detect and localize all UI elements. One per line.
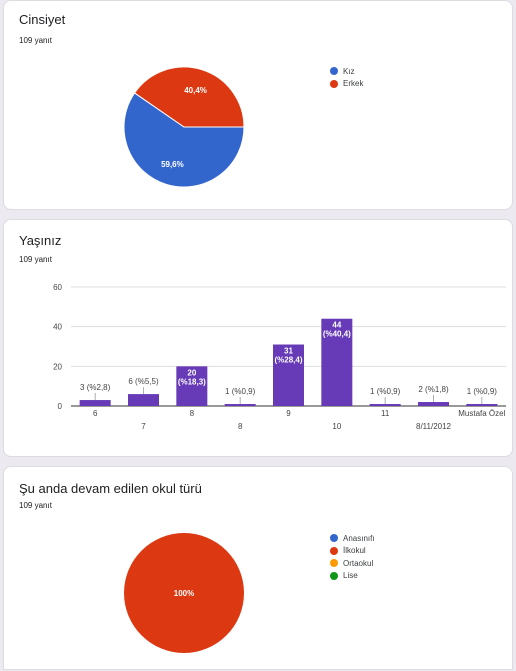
x-tick-label: 6 — [93, 409, 98, 418]
x-tick-label: 8 — [190, 409, 195, 418]
legend-item-lise[interactable]: Lise — [330, 570, 375, 583]
x-tick-label: 8 — [238, 422, 243, 431]
x-tick-label: Mustafa Özel — [458, 409, 505, 418]
bar[interactable] — [128, 394, 159, 406]
bar[interactable] — [321, 318, 353, 406]
bar-value-label: (%18,3) — [178, 377, 206, 386]
question-title: Yaşınız — [19, 233, 62, 248]
bar[interactable] — [176, 366, 208, 406]
x-tick-label: 10 — [332, 422, 341, 431]
legend-dot-erkek — [330, 79, 338, 88]
legend-item-erkek[interactable]: Erkek — [330, 78, 363, 91]
legend-dot — [330, 571, 338, 580]
legend-item-ilkokul[interactable]: İlkokul — [330, 545, 375, 558]
bar[interactable] — [369, 404, 401, 406]
legend-dot — [330, 559, 338, 568]
question-card-gender: Cinsiyet 109 yanıt 59,6% 40,4% Kız Erkek — [3, 0, 513, 210]
bar[interactable] — [418, 402, 449, 406]
bar[interactable] — [466, 404, 498, 406]
bar[interactable] — [79, 400, 111, 406]
pie-label-erkek: 40,4% — [184, 86, 207, 95]
bar-value-label: 1 (%0,9) — [225, 387, 256, 396]
y-tick-label: 0 — [58, 402, 63, 411]
pie-slice-kiz — [123, 92, 245, 188]
legend-label: Anasınıfı — [343, 533, 375, 543]
bar-value-label: (%28,4) — [274, 356, 302, 365]
y-tick-label: 60 — [53, 283, 62, 292]
bar-value-label: 6 (%5,5) — [128, 377, 159, 386]
question-title: Cinsiyet — [19, 12, 66, 27]
school-type-pie-chart: 100% — [124, 533, 244, 653]
legend-dot — [330, 546, 338, 555]
response-count: 109 yanıt — [19, 501, 52, 510]
gender-pie-chart: 59,6% 40,4% — [123, 66, 245, 188]
bar-value-label: 20 — [187, 368, 196, 377]
pie-label-kiz: 59,6% — [161, 160, 184, 169]
legend-label: Kız — [343, 66, 355, 76]
response-count: 109 yanıt — [19, 255, 52, 264]
question-card-school-type: Şu anda devam edilen okul türü 109 yanıt… — [3, 466, 513, 670]
legend-item-kiz[interactable]: Kız — [330, 65, 363, 78]
legend-item-ortaokul[interactable]: Ortaokul — [330, 557, 375, 570]
legend-label: Erkek — [343, 79, 364, 89]
bar-value-label: (%40,4) — [323, 330, 351, 339]
legend: Anasınıfı İlkokul Ortaokul Lise — [330, 532, 375, 582]
x-tick-label: 11 — [381, 409, 390, 418]
legend: Kız Erkek — [330, 65, 363, 90]
legend-label: Lise — [343, 571, 358, 581]
x-tick-label: 7 — [141, 422, 146, 431]
x-tick-label: 9 — [286, 409, 291, 418]
bar-value-label: 1 (%0,9) — [370, 387, 401, 396]
bar-value-label: 3 (%2,8) — [80, 383, 111, 392]
legend-label: Ortaokul — [343, 558, 374, 568]
pie-slice-erkek — [133, 66, 245, 128]
bar-value-label: 2 (%1,8) — [418, 385, 449, 394]
legend-item-anasinifi[interactable]: Anasınıfı — [330, 532, 375, 545]
bar-value-label: 31 — [284, 347, 293, 356]
y-tick-label: 40 — [53, 323, 62, 332]
bar-value-label: 1 (%0,9) — [467, 387, 498, 396]
response-count: 109 yanıt — [19, 36, 52, 45]
legend-dot — [330, 534, 338, 543]
legend-label: İlkokul — [343, 546, 366, 556]
question-title: Şu anda devam edilen okul türü — [19, 481, 202, 496]
bar[interactable] — [273, 344, 304, 406]
y-tick-label: 20 — [53, 362, 62, 371]
question-card-age: Yaşınız 109 yanıt 0 20 40 60 3 (%2,8) 6 6 (%5,… — [3, 219, 513, 457]
legend-dot-kiz — [330, 67, 338, 76]
pie-slice-ilkokul — [124, 533, 244, 653]
bar[interactable] — [224, 404, 256, 406]
pie-label-ilkokul: 100% — [174, 589, 194, 598]
x-tick-label: 8/11/2012 — [416, 422, 452, 431]
bar-value-label: 44 — [332, 321, 341, 330]
